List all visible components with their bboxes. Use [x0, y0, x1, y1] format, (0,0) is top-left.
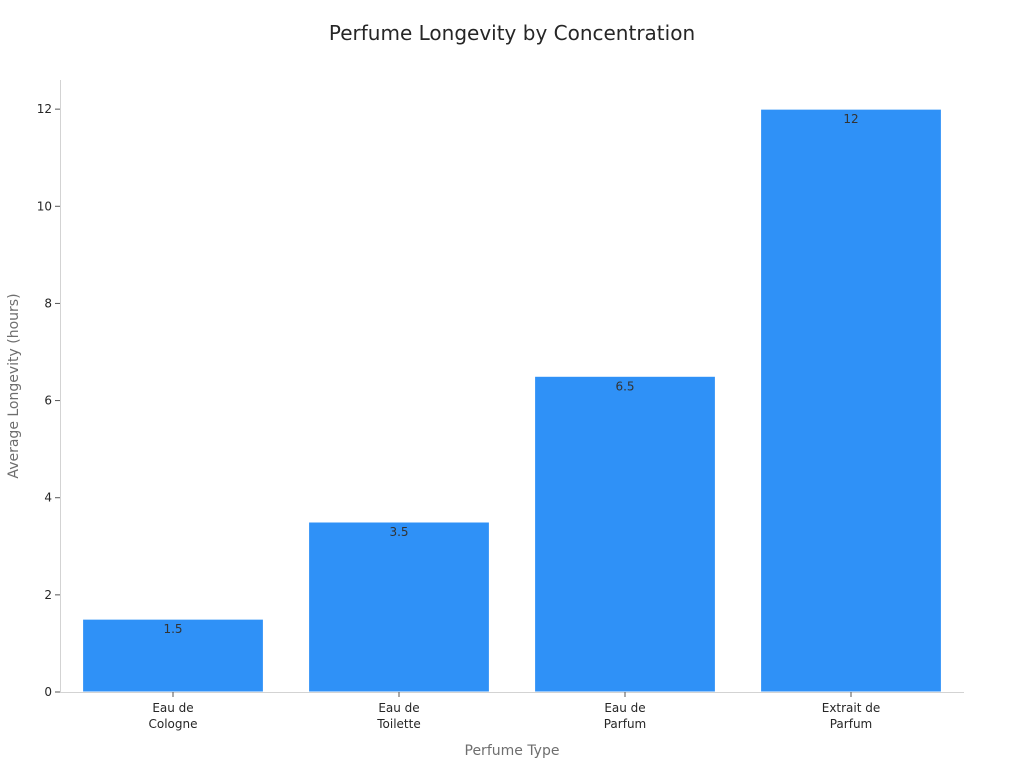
- x-tick-label: Eau de Toilette: [376, 701, 420, 731]
- x-tick-label-line: Eau de: [378, 701, 419, 715]
- x-tick-label-line: Cologne: [148, 717, 197, 731]
- x-tick-label: Extrait de Parfum: [822, 701, 881, 731]
- y-axis-label: Average Longevity (hours): [6, 293, 22, 478]
- y-tick-label: 2: [44, 588, 52, 602]
- y-tick-label: 0: [44, 685, 52, 699]
- y-tick-label: 8: [44, 296, 52, 310]
- x-tick-label-line: Eau de: [604, 701, 645, 715]
- bars-group: [82, 108, 942, 693]
- x-axis-label: Perfume Type: [465, 743, 560, 759]
- x-tick-label-line: Eau de: [152, 701, 193, 715]
- x-tick-label-line: Extrait de: [822, 701, 881, 715]
- data-labels-group: 1.5 3.5 6.5 12: [163, 112, 858, 636]
- y-tick-label: 12: [37, 102, 52, 116]
- x-tick-label-line: Parfum: [830, 717, 873, 731]
- x-tick-label-line: Toilette: [376, 717, 420, 731]
- bar: [82, 618, 264, 693]
- x-tick-label: Eau de Parfum: [604, 701, 647, 731]
- bar: [534, 375, 716, 693]
- x-tick-label-line: Parfum: [604, 717, 647, 731]
- bar-value-label: 6.5: [615, 379, 634, 393]
- y-tick-label: 6: [44, 394, 52, 408]
- y-tick-label: 4: [44, 491, 52, 505]
- x-tick-label: Eau de Cologne: [148, 701, 197, 731]
- bar-value-label: 12: [843, 112, 858, 126]
- chart-title: Perfume Longevity by Concentration: [329, 21, 695, 45]
- bar: [308, 521, 490, 693]
- y-tick-label: 10: [37, 199, 52, 213]
- y-ticks-group: 0 2 4 6 8 10 12: [37, 102, 60, 699]
- bar-value-label: 3.5: [389, 525, 408, 539]
- bar: [760, 108, 942, 693]
- bar-value-label: 1.5: [163, 622, 182, 636]
